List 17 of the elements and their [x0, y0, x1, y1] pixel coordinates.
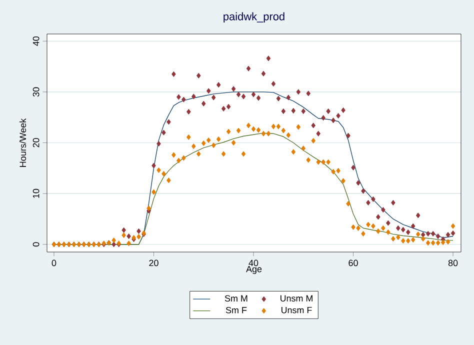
- x-tick-label: 20: [149, 260, 158, 266]
- chart-title: paidwk_prod: [224, 12, 284, 22]
- x-tick-label: 80: [448, 260, 458, 266]
- y-tick-label: 0: [32, 242, 40, 247]
- y-axis-title: Hours/Week: [19, 118, 26, 167]
- legend-label: Sm M: [224, 295, 248, 302]
- legend-label: Unsm F: [281, 306, 312, 314]
- y-tick-label: 10: [32, 188, 40, 198]
- y-tick-label: 20: [32, 138, 40, 148]
- y-tick-label: 30: [32, 87, 40, 97]
- x-tick-label: 40: [248, 260, 258, 266]
- x-axis-title: Age: [246, 266, 262, 274]
- legend-label: Sm F: [226, 306, 247, 314]
- y-tick-label: 40: [32, 36, 40, 46]
- legend-label: Unsm M: [280, 295, 312, 302]
- x-tick-label: 0: [52, 260, 56, 266]
- x-tick-label: 60: [348, 260, 358, 266]
